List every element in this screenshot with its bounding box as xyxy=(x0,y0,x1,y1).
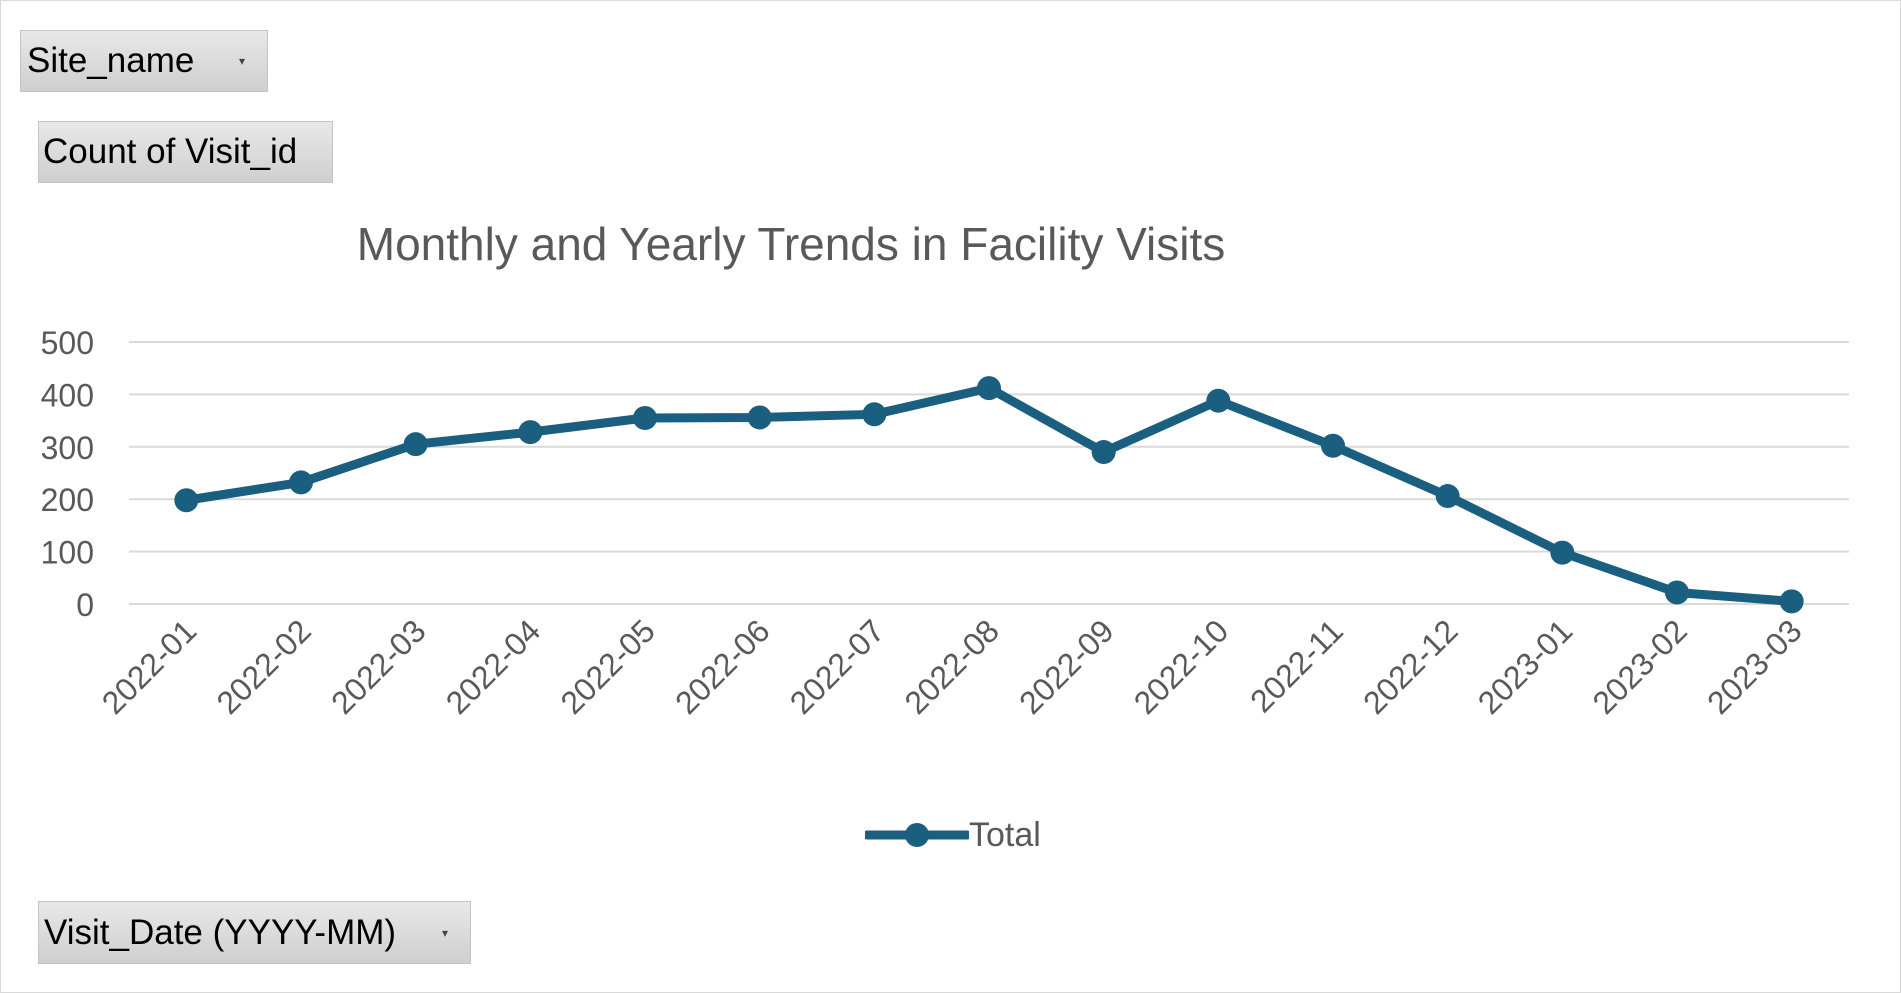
visit-date-axis-label: Visit_Date (YYYY-MM) xyxy=(44,912,397,952)
x-tick-label: 2023-02 xyxy=(1585,612,1693,720)
y-tick-label: 200 xyxy=(41,482,94,518)
x-tick-label: 2022-02 xyxy=(209,612,317,720)
data-point xyxy=(633,405,657,430)
x-tick-label: 2022-06 xyxy=(668,612,776,720)
data-point xyxy=(1435,484,1460,509)
data-point xyxy=(977,376,1001,401)
site-name-filter-button[interactable]: Site_name ▾ xyxy=(20,30,268,92)
x-tick-label: 2022-10 xyxy=(1127,612,1235,720)
x-tick-label: 2022-07 xyxy=(783,612,891,720)
data-point xyxy=(518,420,543,445)
data-point xyxy=(174,488,199,513)
value-field-label: Count of Visit_id xyxy=(43,132,298,171)
data-point xyxy=(1091,440,1116,465)
data-point xyxy=(289,470,313,495)
y-tick-label: 300 xyxy=(41,430,94,466)
legend-label-total: Total xyxy=(969,815,1041,854)
data-point xyxy=(862,402,887,427)
data-point xyxy=(1665,580,1689,605)
x-tick-label: 2022-04 xyxy=(439,612,547,720)
y-tick-label: 400 xyxy=(41,377,94,413)
x-tick-label: 2022-12 xyxy=(1356,612,1464,720)
x-tick-label: 2022-05 xyxy=(553,612,661,720)
y-tick-label: 500 xyxy=(41,325,94,361)
data-point xyxy=(1550,540,1575,565)
value-field-button[interactable]: Count of Visit_id xyxy=(38,121,333,183)
dropdown-arrow-icon[interactable]: ▾ xyxy=(238,54,245,68)
data-point xyxy=(1779,589,1804,614)
data-point xyxy=(403,432,428,457)
chart-legend: Total xyxy=(865,813,1041,857)
data-point xyxy=(1206,388,1231,413)
y-tick-label: 100 xyxy=(41,535,94,571)
x-tick-label: 2022-11 xyxy=(1243,612,1350,719)
legend-line-marker-icon xyxy=(865,823,969,847)
data-point xyxy=(747,405,772,430)
data-point xyxy=(1321,433,1345,458)
dropdown-arrow-icon[interactable]: ▾ xyxy=(441,925,448,940)
x-tick-label: 2022-09 xyxy=(1012,612,1120,720)
series-line-total xyxy=(181,383,1797,606)
site-name-filter-label: Site_name xyxy=(27,41,195,80)
y-tick-label: 0 xyxy=(76,587,94,623)
chart-title: Monthly and Yearly Trends in Facility Vi… xyxy=(356,218,1226,270)
x-tick-label: 2022-01 xyxy=(95,612,203,720)
x-tick-label: 2022-08 xyxy=(897,612,1005,720)
x-tick-label: 2022-03 xyxy=(324,612,432,720)
x-tick-label: 2023-01 xyxy=(1471,612,1579,720)
visit-date-axis-button[interactable]: Visit_Date (YYYY-MM) ▾ xyxy=(38,901,471,964)
x-tick-label: 2023-03 xyxy=(1700,612,1808,720)
